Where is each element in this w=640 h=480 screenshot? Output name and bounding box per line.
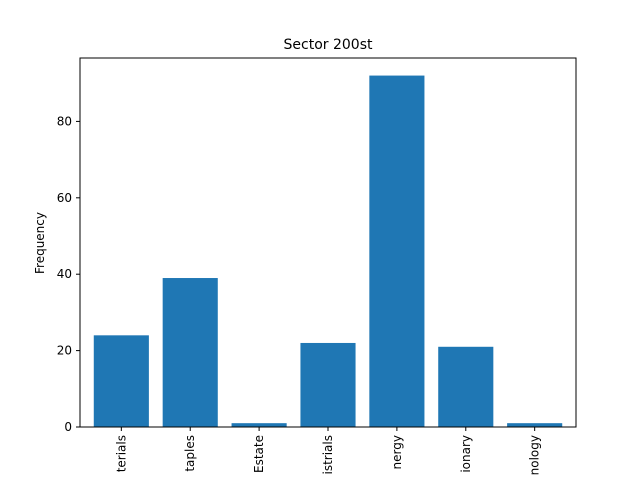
x-tick-label: Estate xyxy=(252,435,266,473)
x-tick-label: istrials xyxy=(321,435,335,475)
bar-1 xyxy=(162,278,218,427)
y-axis-ticks: 0 20 40 60 80 xyxy=(57,114,80,434)
bar-3 xyxy=(300,342,356,427)
bar-6 xyxy=(507,423,563,427)
x-tick-label: ionary xyxy=(459,435,473,473)
x-tick-label: nergy xyxy=(390,435,404,469)
y-tick-label: 40 xyxy=(57,267,72,281)
bar-5 xyxy=(438,346,494,427)
y-tick-label: 80 xyxy=(57,114,72,128)
bar-4 xyxy=(369,75,425,428)
y-tick-label: 60 xyxy=(57,191,72,205)
x-tick-label: nology xyxy=(528,435,542,475)
y-axis-label: Frequency xyxy=(33,212,47,274)
bar-2 xyxy=(231,423,287,427)
x-tick-label: taples xyxy=(183,435,197,472)
plot-frame xyxy=(79,57,577,428)
y-tick-label: 20 xyxy=(57,344,72,358)
bars-group xyxy=(93,75,563,428)
x-axis-ticks: terials taples Estate istrials nergy ionary no… xyxy=(114,427,542,475)
chart-title: Sector 200st xyxy=(284,37,373,53)
bar-0 xyxy=(93,335,149,427)
x-tick-label: terials xyxy=(114,435,128,472)
y-tick-label: 0 xyxy=(64,420,72,434)
